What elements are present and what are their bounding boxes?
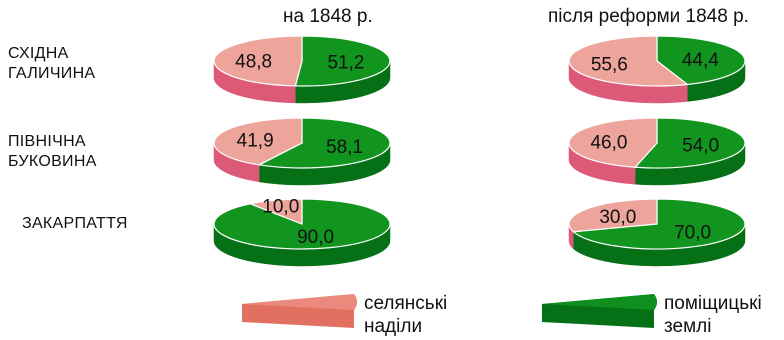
peasant-slice xyxy=(568,117,658,168)
peasant-slice xyxy=(568,198,658,233)
landlord-slice xyxy=(571,198,746,250)
row-label-east-galicia: СХІДНА ГАЛИЧИНА xyxy=(8,44,95,84)
row-label-zakarpattia: ЗАКАРПАТТЯ xyxy=(22,214,128,234)
peasant-slice xyxy=(248,198,303,225)
data-label-peasant: 10,0 xyxy=(262,196,299,217)
data-label-landlord: 70,0 xyxy=(674,222,711,243)
peasant-slice xyxy=(213,117,303,166)
row-label-line: ЗАКАРПАТТЯ xyxy=(22,215,128,232)
pie-north-bukovyna-after: 54,0 46,0 xyxy=(568,117,746,186)
legend-line: поміщицькі xyxy=(664,293,762,314)
peasant-slice xyxy=(213,35,303,87)
pie-zakarpattia-before: 90,0 10,0 xyxy=(213,196,391,267)
column-title-after: після реформи 1848 р. xyxy=(548,6,749,27)
legend-swatch-peasant xyxy=(242,294,357,328)
data-label-landlord: 44,4 xyxy=(682,50,719,71)
legend-line: землі xyxy=(664,316,712,337)
row-label-north-bukovyna: ПІВНІЧНА БУКОВИНА xyxy=(8,132,97,172)
row-label-line: БУКОВИНА xyxy=(8,153,97,170)
landlord-slice xyxy=(656,35,746,86)
row-label-line: СХІДНА xyxy=(8,45,69,62)
data-label-peasant: 41,9 xyxy=(237,131,274,152)
row-label-line: ПІВНІЧНА xyxy=(8,133,86,150)
peasant-slice xyxy=(568,35,689,87)
column-title-before: на 1848 р. xyxy=(283,6,373,27)
pie-east-galicia-before: 51,2 48,8 xyxy=(213,35,391,104)
landlord-slice xyxy=(294,35,391,87)
row-label-line: ГАЛИЧИНА xyxy=(8,65,96,82)
pie-zakarpattia-after: 70,0 30,0 xyxy=(568,198,746,267)
legend-swatch-landlord xyxy=(542,294,657,328)
legend-label-landlord: поміщицькі землі xyxy=(664,292,762,338)
pie-north-bukovyna-before: 58,1 41,9 xyxy=(213,117,391,186)
legend-swatch-landlord-top xyxy=(542,294,657,310)
legend-label-peasant: селянські наділи xyxy=(364,292,447,338)
data-label-landlord: 51,2 xyxy=(327,52,364,73)
data-label-peasant: 30,0 xyxy=(599,207,636,228)
pie-east-galicia-after: 44,4 55,6 xyxy=(568,35,746,104)
legend-swatch-peasant-top xyxy=(242,294,357,310)
data-label-landlord: 54,0 xyxy=(682,136,719,157)
landlord-slice xyxy=(257,117,391,169)
data-label-landlord: 58,1 xyxy=(326,137,363,158)
data-label-peasant: 55,6 xyxy=(591,54,628,75)
legend-line: селянські xyxy=(364,293,448,314)
legend-line: наділи xyxy=(364,316,423,337)
landlord-slice xyxy=(633,117,746,169)
data-label-peasant: 46,0 xyxy=(590,132,627,153)
data-label-peasant: 48,8 xyxy=(235,51,272,72)
data-label-landlord: 90,0 xyxy=(297,227,334,248)
